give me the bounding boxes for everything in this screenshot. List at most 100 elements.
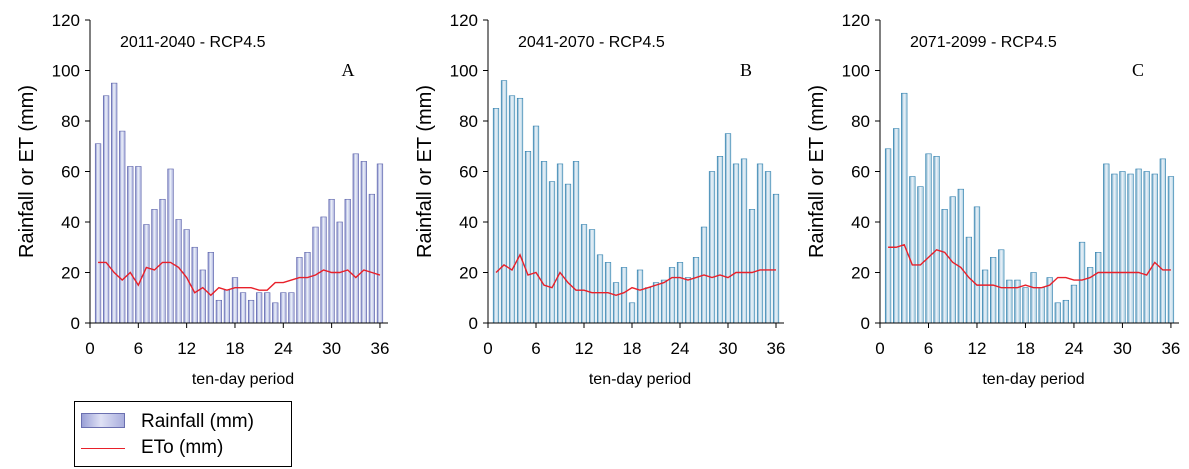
x-tick-label: 36 (767, 339, 786, 358)
y-tick-label: 80 (459, 112, 478, 131)
y-tick-label: 20 (61, 264, 80, 283)
rainfall-bar (596, 254, 604, 324)
rainfall-bar (492, 108, 500, 324)
y-tick-label: 100 (842, 62, 870, 81)
y-axis-title: Rainfall or ET (mm) (16, 85, 38, 258)
rainfall-bar (1038, 287, 1045, 324)
y-tick-label: 120 (842, 11, 870, 30)
rainfall-bar (564, 183, 572, 324)
x-tick-label: 0 (875, 339, 884, 358)
rainfall-bar (676, 262, 684, 324)
rainfall-bar (500, 80, 508, 324)
rainfall-bar (668, 267, 676, 324)
rainfall-bar (941, 209, 948, 324)
rainfall-bar (756, 163, 764, 324)
y-tick-label: 40 (851, 213, 870, 232)
rainfall-bar (901, 92, 908, 324)
x-tick-label: 24 (1064, 339, 1083, 358)
rainfall-bar (111, 82, 118, 324)
rainfall-bar (588, 229, 596, 324)
rainfall-bar (556, 163, 564, 324)
rainfall-bar (304, 252, 311, 324)
rainfall-bar (119, 130, 126, 324)
y-axis-title: Rainfall or ET (mm) (414, 85, 436, 258)
rainfall-bar (1054, 302, 1061, 324)
eto-line (495, 253, 776, 296)
legend-eto-label: ETo (mm) (141, 437, 224, 458)
x-tick-label: 12 (968, 339, 987, 358)
rainfall-bar (716, 156, 724, 324)
rainfall-bar (1030, 272, 1037, 324)
rainfall-bar (159, 198, 166, 324)
x-tick-label: 6 (531, 339, 540, 358)
rainfall-bar (280, 292, 287, 324)
rainfall-bar (732, 163, 740, 324)
x-tick-label: 0 (483, 339, 492, 358)
y-tick-label: 60 (61, 163, 80, 182)
rainfall-bar (933, 156, 940, 324)
rainfall-bar (1127, 173, 1134, 324)
x-tick-label: 24 (671, 339, 690, 358)
rainfall-bar (239, 292, 247, 324)
x-tick-label: 36 (1161, 339, 1180, 358)
rainfall-bar (580, 224, 588, 324)
rainfall-bar (909, 176, 916, 324)
rainfall-bar (893, 128, 900, 324)
rainfall-bar (288, 292, 295, 324)
y-tick-label: 20 (459, 264, 478, 283)
x-axis-title: ten-day period (589, 371, 691, 388)
rainfall-bar (183, 229, 190, 324)
rainfall-bar (223, 289, 231, 324)
rainfall-bar (1095, 252, 1102, 324)
rainfall-bar (572, 161, 580, 324)
chart-title: 2011-2040 - RCP4.5 (120, 34, 266, 51)
rainfall-bar (644, 287, 652, 324)
y-tick-label: 100 (450, 62, 478, 81)
chart-title: 2071-2099 - RCP4.5 (910, 34, 1057, 51)
rainfall-bar (652, 282, 660, 324)
rainfall-bar (1119, 171, 1126, 324)
y-tick-label: 80 (851, 112, 870, 131)
rainfall-bar (135, 166, 142, 324)
rainfall-bar (264, 292, 271, 324)
x-tick-label: 30 (719, 339, 738, 358)
rainfall-bar (328, 198, 335, 324)
y-tick-label: 0 (71, 314, 80, 333)
rainfall-bar (628, 302, 636, 324)
rainfall-bar (199, 269, 206, 324)
rainfall-bar (94, 143, 102, 324)
rainfall-bar (296, 257, 303, 324)
x-tick-label: 18 (1016, 339, 1035, 358)
rainfall-bar (127, 166, 134, 324)
rainfall-bar (256, 292, 263, 324)
rainfall-bar (636, 269, 644, 324)
legend-rainfall-swatch (81, 413, 125, 428)
x-tick-label: 6 (924, 339, 933, 358)
eto-line (888, 243, 1171, 289)
rainfall-bar (917, 186, 924, 324)
rainfall-bar (1022, 287, 1029, 324)
rainfall-bar (764, 171, 772, 324)
rainfall-bar (508, 95, 516, 324)
rainfall-bar (1167, 176, 1175, 324)
y-tick-label: 0 (469, 314, 478, 333)
x-tick-label: 24 (274, 339, 293, 358)
rainfall-bar (360, 161, 367, 324)
rainfall-bar (620, 267, 628, 324)
rainfall-bar (692, 257, 700, 324)
rainfall-bar (1159, 158, 1166, 324)
chart-title: 2041-2070 - RCP4.5 (518, 34, 665, 51)
chart-panel-2: 0 20 40 60 80 100 120 0 6 12 18 24 30 36 ten-day perio… (414, 11, 785, 388)
rainfall-bar (1103, 163, 1110, 324)
rainfall-bar (191, 246, 198, 324)
legend-eto-swatch (81, 448, 125, 449)
x-tick-label: 18 (226, 339, 245, 358)
chart-panel-3: 0 20 40 60 80 100 120 0 6 12 18 24 30 36 ten-day perio… (806, 11, 1180, 388)
panel-label: A (342, 60, 355, 80)
rainfall-bar (272, 302, 279, 324)
rainfall-bar (708, 171, 716, 324)
rainfall-bar (612, 282, 620, 324)
y-axis-title: Rainfall or ET (mm) (806, 85, 828, 258)
rainfall-bar (684, 277, 692, 324)
